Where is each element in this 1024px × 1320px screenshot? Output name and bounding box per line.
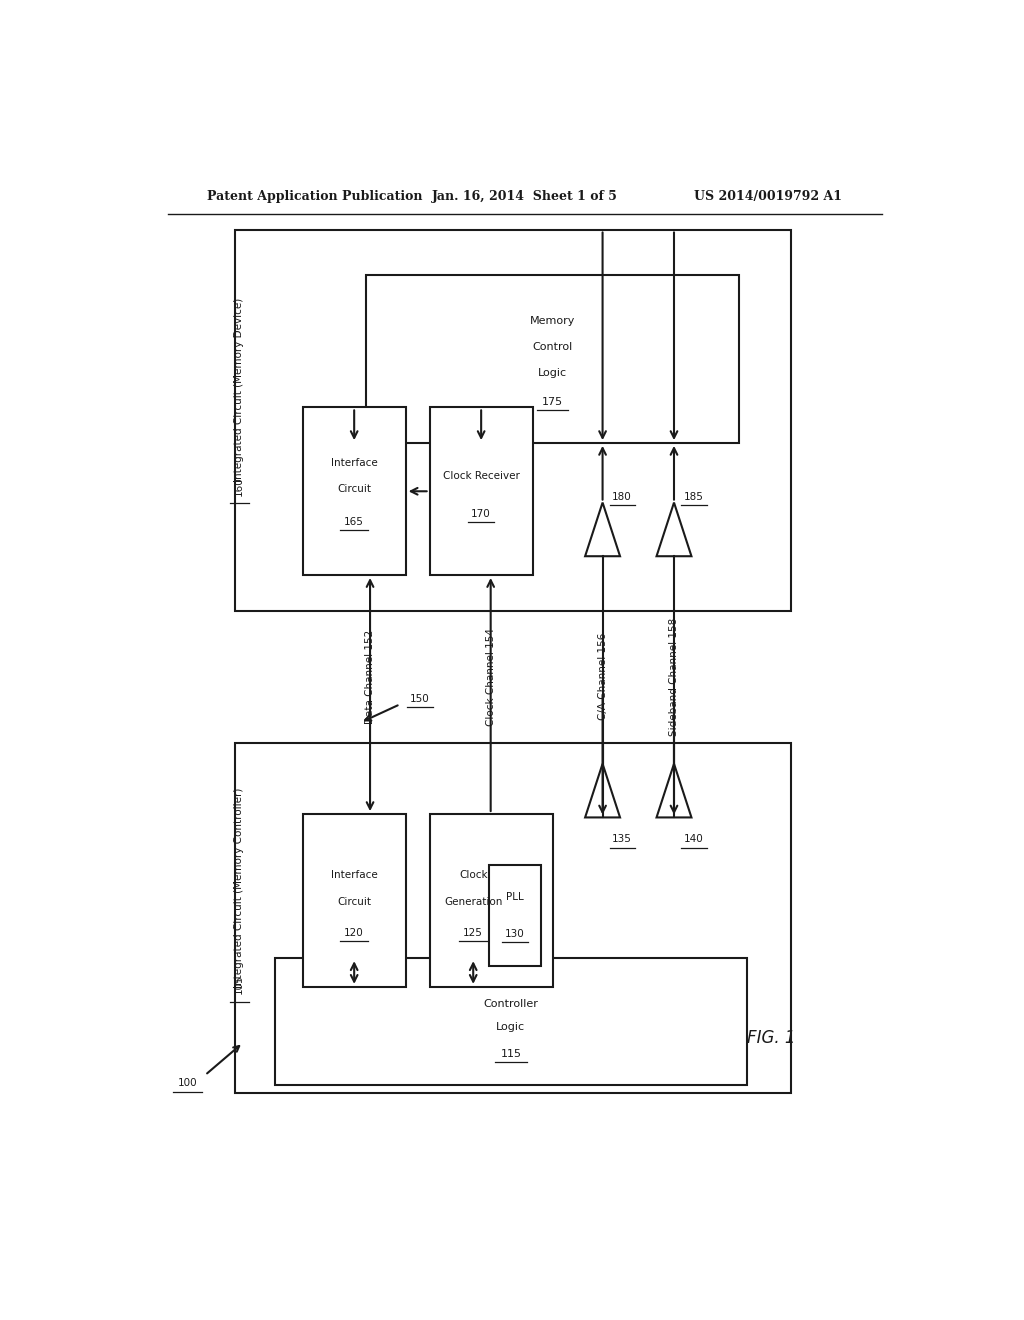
Text: 160: 160 — [234, 477, 244, 496]
Bar — [430, 408, 532, 576]
Text: Clock Receiver: Clock Receiver — [442, 471, 519, 480]
Text: 150: 150 — [410, 694, 429, 704]
Text: 100: 100 — [178, 1078, 198, 1088]
Text: 175: 175 — [542, 397, 563, 407]
Text: FIG. 1: FIG. 1 — [746, 1028, 795, 1047]
Text: Interface: Interface — [331, 458, 378, 467]
Text: 125: 125 — [463, 928, 483, 939]
Bar — [236, 743, 791, 1093]
Text: 165: 165 — [344, 516, 365, 527]
Text: 135: 135 — [612, 834, 632, 845]
Text: Circuit: Circuit — [337, 898, 371, 907]
Bar — [303, 408, 406, 576]
Text: 170: 170 — [471, 508, 492, 519]
Bar — [430, 814, 553, 987]
Text: Sideband Channel 158: Sideband Channel 158 — [669, 618, 679, 735]
Text: Interface: Interface — [331, 870, 378, 880]
Text: US 2014/0019792 A1: US 2014/0019792 A1 — [694, 190, 842, 202]
Text: Clock: Clock — [459, 870, 487, 880]
Bar — [236, 230, 791, 611]
Text: Integrated Circuit (Memory Controller): Integrated Circuit (Memory Controller) — [234, 788, 244, 987]
Text: 185: 185 — [684, 492, 703, 502]
Text: Memory: Memory — [529, 315, 575, 326]
Text: Control: Control — [532, 342, 572, 352]
Text: Jan. 16, 2014  Sheet 1 of 5: Jan. 16, 2014 Sheet 1 of 5 — [432, 190, 617, 202]
Text: 180: 180 — [612, 492, 632, 502]
Text: 115: 115 — [501, 1049, 521, 1060]
Text: Circuit: Circuit — [337, 484, 371, 494]
Text: Logic: Logic — [538, 368, 567, 379]
Text: Data Channel 152: Data Channel 152 — [365, 630, 375, 723]
Text: 105: 105 — [234, 974, 244, 994]
Text: Controller: Controller — [483, 998, 539, 1008]
Text: Clock Channel 154: Clock Channel 154 — [485, 628, 496, 726]
Text: Logic: Logic — [497, 1022, 525, 1032]
Text: 140: 140 — [684, 834, 703, 845]
Bar — [274, 958, 748, 1085]
Bar — [489, 865, 541, 966]
Text: C/A Channel 156: C/A Channel 156 — [598, 634, 607, 721]
Bar — [367, 276, 739, 444]
Text: Patent Application Publication: Patent Application Publication — [207, 190, 423, 202]
Text: Generation: Generation — [444, 898, 503, 907]
Text: 120: 120 — [344, 928, 365, 939]
Text: 130: 130 — [505, 929, 524, 939]
Bar — [303, 814, 406, 987]
Text: Integrated Circuit (Memory Device): Integrated Circuit (Memory Device) — [234, 297, 244, 482]
Text: PLL: PLL — [506, 892, 523, 903]
